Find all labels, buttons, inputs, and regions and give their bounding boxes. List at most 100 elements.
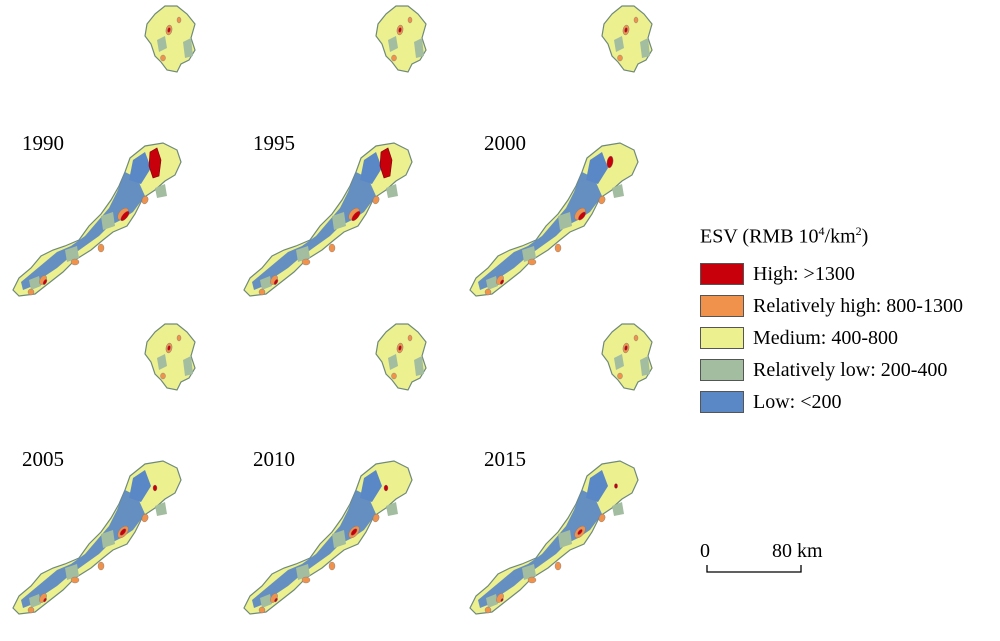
relatively-high-zone	[258, 606, 266, 614]
inset-outline	[375, 5, 427, 73]
inset-relatively-low-zone	[614, 354, 624, 370]
scale-bar-end: 80 km	[772, 540, 823, 562]
inset-relatively-low-zone	[388, 354, 398, 370]
legend-item-high: High: >1300	[700, 263, 1000, 286]
high-value-zone	[148, 147, 162, 179]
inset-relatively-high-zone	[617, 372, 623, 380]
inset-outline	[375, 323, 427, 391]
legend-swatch	[700, 327, 744, 350]
low-value-zone	[360, 152, 382, 184]
relatively-low-zone	[65, 564, 79, 580]
map-panel-1990: 1990	[5, 0, 235, 320]
inset-relatively-high-zone	[391, 372, 397, 380]
map-features	[469, 323, 653, 615]
inset-relatively-low-zone	[157, 354, 167, 370]
high-value-zone	[578, 211, 586, 221]
year-label: 2000	[484, 131, 526, 155]
esv-map-1990	[12, 5, 196, 297]
high-value-zone	[577, 529, 583, 535]
inset-high-zone	[167, 345, 171, 351]
legend-title: ESV (RMB 104/km2)	[700, 224, 869, 248]
relatively-low-zone	[612, 184, 624, 198]
map-panel-2000: 2000	[462, 0, 692, 320]
relatively-high-zone	[70, 258, 80, 266]
inset-relatively-high-zone	[407, 334, 413, 342]
relatively-high-zone	[372, 195, 380, 205]
relatively-low-zone	[522, 564, 536, 580]
map-features	[243, 323, 427, 615]
legend-swatch	[700, 295, 744, 318]
low-value-zone	[129, 470, 151, 502]
legend-item-relatively-high: Relatively high: 800-1300	[700, 295, 1000, 318]
relatively-low-zone	[332, 530, 346, 548]
high-value-zone	[500, 598, 504, 602]
high-value-zone	[500, 279, 504, 285]
scale-bar: 0 80 km	[700, 540, 840, 580]
relatively-low-zone	[155, 184, 167, 198]
high-value-zone	[274, 597, 278, 603]
high-value-zone	[379, 147, 393, 179]
year-label: 1995	[253, 131, 295, 155]
inset-relatively-low-zone	[640, 38, 650, 58]
high-value-zone	[383, 484, 389, 492]
legend-label: Medium: 400-800	[753, 326, 898, 349]
relatively-low-zone	[386, 502, 398, 516]
legend-label: High: >1300	[753, 262, 855, 285]
low-value-zone	[21, 490, 145, 608]
low-value-zone	[586, 152, 608, 184]
legend-label: Low: <200	[753, 390, 842, 413]
inset-relatively-high-zone	[176, 334, 182, 342]
relatively-high-zone	[554, 561, 562, 571]
high-value-zone	[43, 597, 47, 603]
esv-map-1995	[243, 5, 427, 297]
esv-map-2015	[469, 323, 653, 615]
map-panel-2005: 2005	[5, 318, 235, 638]
high-value-zone	[42, 279, 48, 285]
relatively-low-zone	[386, 184, 398, 198]
map-features	[469, 5, 653, 297]
relatively-low-zone	[29, 594, 41, 608]
relatively-low-zone	[296, 246, 310, 262]
high-value-zone	[120, 210, 130, 222]
inset-relatively-low-zone	[414, 356, 424, 376]
relatively-low-zone	[558, 212, 572, 230]
legend-label: Relatively low: 200-400	[753, 358, 948, 381]
relatively-high-zone	[484, 288, 492, 296]
inset-relatively-high-zone	[633, 334, 639, 342]
legend: ESV (RMB 104/km2) High: >1300 Relatively…	[700, 224, 1000, 423]
inset-relatively-high-zone	[391, 54, 397, 62]
relatively-low-zone	[558, 530, 572, 548]
relatively-high-zone	[97, 243, 105, 253]
inset-high-zone	[398, 27, 402, 33]
inset-high-zone	[398, 345, 402, 351]
low-value-zone	[21, 172, 145, 290]
relatively-low-zone	[101, 530, 115, 548]
map-features	[12, 5, 196, 297]
relatively-high-zone	[70, 576, 80, 584]
relatively-high-zone	[527, 258, 537, 266]
inset-relatively-high-zone	[176, 16, 182, 24]
relatively-low-zone	[332, 212, 346, 230]
low-value-zone	[360, 470, 382, 502]
year-label: 2005	[22, 447, 64, 471]
inset-relatively-low-zone	[614, 36, 624, 52]
esv-map-2010	[243, 323, 427, 615]
inset-outline	[144, 323, 196, 391]
high-value-zone	[152, 484, 158, 492]
legend-item-medium: Medium: 400-800	[700, 327, 1000, 350]
esv-map-2005	[12, 323, 196, 615]
inset-relatively-high-zone	[160, 372, 166, 380]
low-value-zone	[252, 490, 376, 608]
relatively-high-zone	[301, 576, 311, 584]
high-value-zone	[273, 279, 279, 285]
map-panel-2015: 2015	[462, 318, 692, 638]
map-features	[243, 5, 427, 297]
relatively-high-zone	[301, 258, 311, 266]
inset-relatively-low-zone	[157, 36, 167, 52]
high-value-zone	[606, 155, 614, 169]
low-value-zone	[478, 172, 602, 290]
relatively-high-zone	[527, 576, 537, 584]
low-value-zone	[586, 470, 608, 502]
relatively-high-zone	[598, 195, 606, 205]
relatively-high-zone	[484, 606, 492, 614]
